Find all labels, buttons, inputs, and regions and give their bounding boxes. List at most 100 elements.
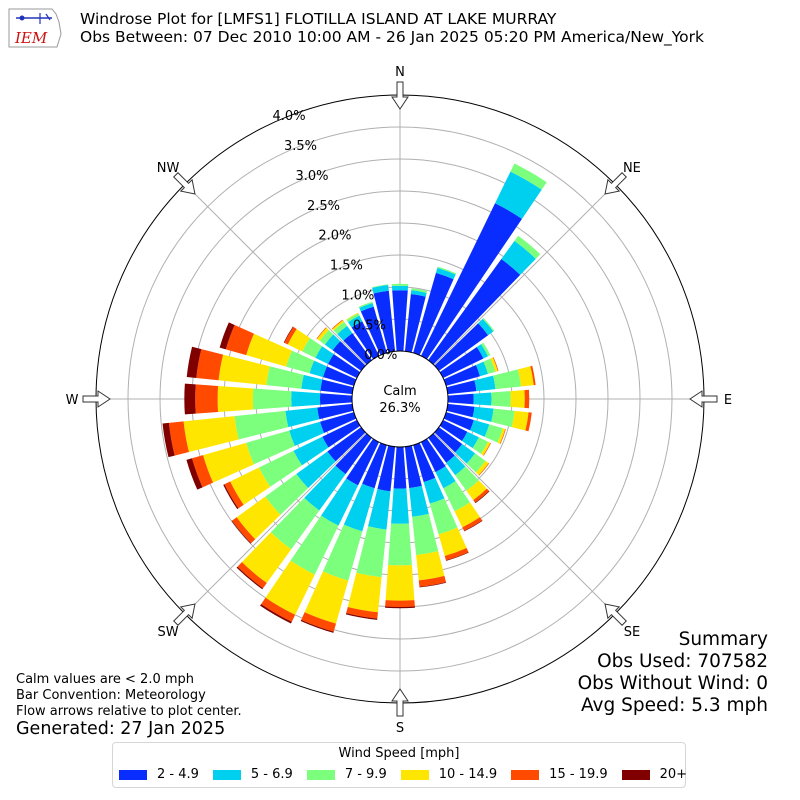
- logo-text: IEM: [14, 29, 48, 47]
- windrose-bar-segment: [315, 346, 334, 365]
- windrose-bar-segment: [332, 320, 345, 331]
- legend-swatch: [119, 769, 147, 780]
- legend-swatch: [621, 769, 650, 780]
- windrose-bar-segment: [475, 361, 489, 377]
- windrose-bar-segment: [428, 259, 521, 365]
- windrose-bar-segment: [443, 365, 481, 386]
- radial-tick-label: 3.0%: [295, 169, 328, 184]
- windrose-bar-segment: [411, 288, 428, 293]
- windrose-bar-segment: [514, 235, 541, 259]
- windrose-bar-segment: [420, 203, 522, 360]
- windrose-bar-segment: [337, 325, 353, 341]
- grid-spoke: [184, 432, 367, 615]
- windrose-bar-segment: [510, 163, 547, 190]
- chart-title: Windrose Plot for [LMFS1] FLOTILLA ISLAN…: [80, 10, 557, 28]
- windrose-bar-segment: [462, 431, 479, 449]
- windrose-bar-segment: [437, 266, 457, 275]
- windrose-bar-segment: [491, 408, 515, 428]
- windrose-bar-segment: [346, 606, 378, 619]
- windrose-bar-segment: [186, 346, 202, 378]
- windrose-bar-segment: [372, 285, 389, 294]
- windrose-bar-segment: [320, 379, 354, 395]
- windrose-bar-segment: [302, 338, 323, 358]
- windrose-bar-segment: [343, 483, 375, 532]
- windrose-bar-segment: [359, 302, 374, 312]
- note-flow-arrows: Flow arrows relative to plot center.: [16, 704, 242, 719]
- windrose-bar-segment: [385, 606, 415, 609]
- windrose-bar-segment: [413, 442, 436, 483]
- windrose-bar-segment: [490, 357, 498, 372]
- windrose-bar-segment: [481, 342, 491, 357]
- windrose-bars: [162, 163, 547, 633]
- flow-arrow-icon: [173, 172, 196, 195]
- windrose-bar-segment: [260, 604, 292, 624]
- calm-circle: [351, 350, 449, 448]
- direction-label: S: [396, 721, 404, 736]
- windrose-bar-segment: [286, 350, 315, 374]
- windrose-bar-segment: [445, 552, 469, 561]
- windrose-bar-segment: [475, 490, 490, 504]
- windrose-bar-segment: [319, 329, 334, 345]
- windrose-bar-segment: [524, 389, 530, 409]
- windrose-bar-segment: [420, 438, 446, 473]
- windrose-bar-segment: [428, 433, 455, 463]
- windrose-bar-segment: [404, 293, 426, 353]
- windrose-bar-segment: [218, 354, 270, 386]
- windrose-bar-segment: [434, 323, 489, 371]
- chart-subtitle: Obs Between: 07 Dec 2010 10:00 AM - 26 J…: [80, 28, 705, 46]
- flow-arrow-shape: [391, 81, 409, 110]
- windrose-bar-segment: [237, 562, 267, 589]
- direction-label: W: [66, 393, 79, 408]
- windrose-bar-segment: [462, 517, 483, 531]
- windrose-bar-segment: [385, 600, 415, 608]
- windrose-bar-segment: [321, 478, 359, 526]
- windrose-bar-segment: [447, 393, 474, 405]
- windrose-bar-segment: [291, 391, 321, 407]
- windrose-bar-segment: [391, 488, 409, 524]
- radial-tick-label: 4.0%: [273, 109, 306, 124]
- windrose-bar-segment: [316, 327, 327, 339]
- iem-logo: IEM: [8, 8, 62, 48]
- flow-arrow-icon: [391, 81, 409, 110]
- windrose-bar-segment: [475, 460, 489, 476]
- direction-label: E: [724, 393, 732, 408]
- windrose-bar-segment: [484, 424, 503, 443]
- windrose-bar-segment: [464, 520, 483, 532]
- windrose-bar-segment: [168, 421, 189, 456]
- windrose-bar-segment: [203, 442, 254, 483]
- windrose-bar-segment: [333, 321, 348, 335]
- grid-spoke: [433, 432, 616, 615]
- legend-label: 5 - 6.9: [250, 767, 293, 782]
- windrose-bar-segment: [347, 572, 382, 613]
- windrose-bar-segment: [328, 354, 361, 379]
- legend-item: 15 - 19.9: [511, 767, 608, 782]
- legend-swatch: [400, 769, 429, 780]
- windrose-bar-segment: [304, 571, 349, 624]
- radial-tick-label: 2.0%: [318, 229, 351, 244]
- windrose-bar-segment: [472, 437, 489, 454]
- flow-arrow-icon: [82, 390, 111, 408]
- legend-label: 20+: [659, 767, 688, 782]
- windrose-bar-segment: [322, 419, 361, 448]
- windrose-bar-segment: [309, 360, 327, 378]
- windrose-bar-segment: [368, 489, 391, 530]
- windrose-bar-segment: [360, 306, 387, 356]
- windrose-bar-segment: [183, 416, 239, 453]
- windrose-bar-segment: [525, 412, 532, 432]
- windrose-bar-segment: [322, 524, 363, 581]
- windrose-bar-segment: [346, 313, 360, 323]
- summary-avg-speed: Avg Speed: 5.3 mph: [580, 695, 768, 716]
- windrose-bar-segment: [491, 391, 511, 407]
- windrose-bar-segment: [287, 329, 310, 352]
- legend-swatch: [306, 769, 335, 780]
- windrose-bar-segment: [413, 272, 454, 356]
- windrose-bar-segment: [285, 407, 320, 428]
- windrose-bar-segment: [473, 392, 492, 406]
- legend-label: 10 - 14.9: [438, 767, 498, 782]
- flow-arrow-icon: [604, 172, 627, 195]
- summary-heading: Summary: [678, 629, 768, 650]
- windrose-bar-segment: [409, 485, 429, 517]
- legend-items: 2 - 4.9 5 - 6.9 7 - 9.9 10 - 14.9 15 - 1…: [119, 767, 701, 782]
- windrose-bar-segment: [392, 290, 408, 352]
